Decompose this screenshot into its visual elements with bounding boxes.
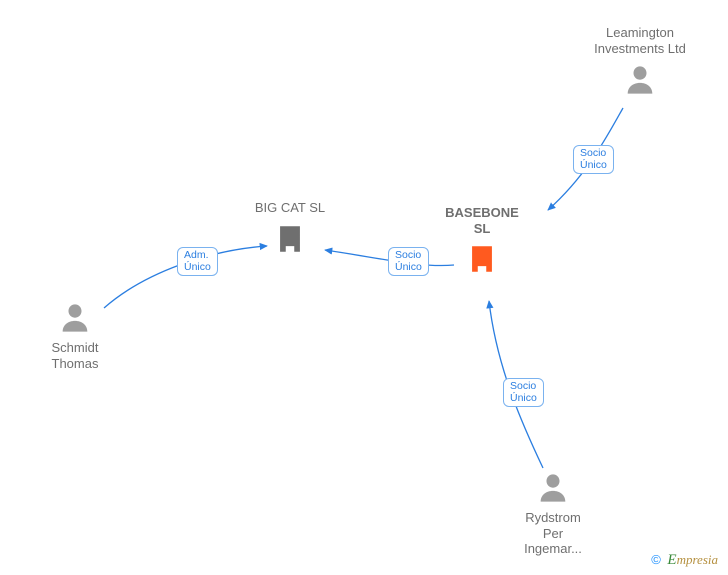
- node-rydstrom[interactable]: Rydstrom Per Ingemar...: [503, 470, 603, 557]
- brand-name: Empresia: [667, 552, 718, 567]
- watermark: © Empresia: [651, 552, 718, 569]
- node-label: Leamington Investments Ltd: [580, 25, 700, 56]
- diagram-canvas: { "canvas": { "width": 728, "height": 57…: [0, 0, 728, 575]
- person-icon: [623, 62, 657, 96]
- node-bigcat[interactable]: BIG CAT SL: [230, 200, 350, 256]
- node-label: BASEBONE SL: [427, 205, 537, 236]
- person-icon: [536, 470, 570, 504]
- node-label: Schmidt Thomas: [25, 340, 125, 371]
- edge-label-e1: Socio Único: [573, 145, 614, 174]
- node-leamington[interactable]: Leamington Investments Ltd: [580, 25, 700, 96]
- copyright-symbol: ©: [651, 552, 661, 567]
- edge-label-e2: Socio Único: [388, 247, 429, 276]
- node-basebone[interactable]: BASEBONE SL: [427, 205, 537, 276]
- edge-label-e4: Socio Único: [503, 378, 544, 407]
- node-label: Rydstrom Per Ingemar...: [503, 510, 603, 557]
- edge-label-e3: Adm. Único: [177, 247, 218, 276]
- building-icon: [465, 242, 499, 276]
- node-schmidt[interactable]: Schmidt Thomas: [25, 300, 125, 371]
- building-icon: [273, 222, 307, 256]
- node-label: BIG CAT SL: [230, 200, 350, 216]
- person-icon: [58, 300, 92, 334]
